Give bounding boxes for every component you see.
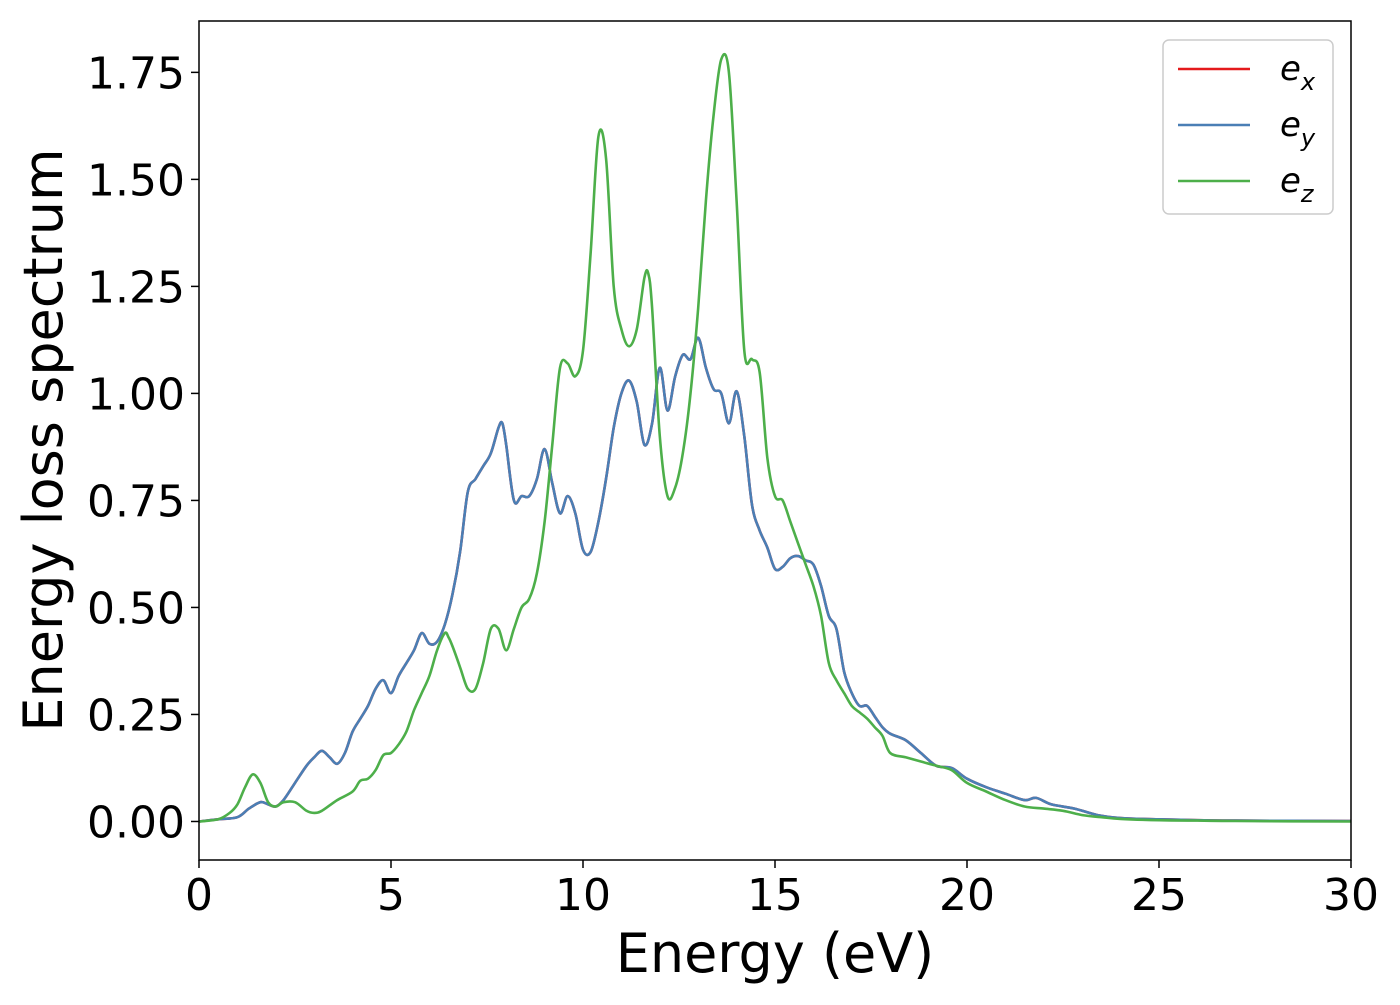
x-tick-label: 5 <box>377 870 405 921</box>
legend-subscript: y <box>1300 124 1316 152</box>
x-axis-label: Energy (eV) <box>616 922 935 985</box>
y-tick-label: 0.25 <box>87 690 185 741</box>
x-tick-label: 30 <box>1323 870 1379 921</box>
legend-subscript: x <box>1300 68 1316 96</box>
y-axis: 0.00 0.25 0.50 0.75 1.00 1.25 1.50 1.75 <box>87 48 199 848</box>
legend-subscript: z <box>1300 180 1315 208</box>
x-tick-label: 15 <box>747 870 803 921</box>
y-tick-label: 0.50 <box>87 583 185 634</box>
x-tick-label: 25 <box>1131 870 1187 921</box>
legend-box <box>1162 39 1334 215</box>
x-tick-label: 10 <box>555 870 611 921</box>
series-line-z <box>198 52 1352 823</box>
x-tick-label: 0 <box>185 870 213 921</box>
x-axis: 0 5 10 15 20 25 30 <box>185 860 1379 921</box>
legend-label-y: ey <box>1280 105 1316 152</box>
y-tick-label: 1.00 <box>87 369 185 420</box>
y-axis-label: Energy loss spectrum <box>12 148 75 731</box>
y-tick-label: 0.75 <box>87 476 185 527</box>
series-layer <box>198 52 1352 823</box>
series-line-y <box>198 336 1352 823</box>
plot-background <box>199 21 1351 860</box>
y-tick-label: 1.25 <box>87 262 185 313</box>
y-tick-label: 1.75 <box>87 48 185 99</box>
x-tick-label: 20 <box>939 870 995 921</box>
y-tick-label: 1.50 <box>87 155 185 206</box>
y-tick-label: 0.00 <box>87 797 185 848</box>
